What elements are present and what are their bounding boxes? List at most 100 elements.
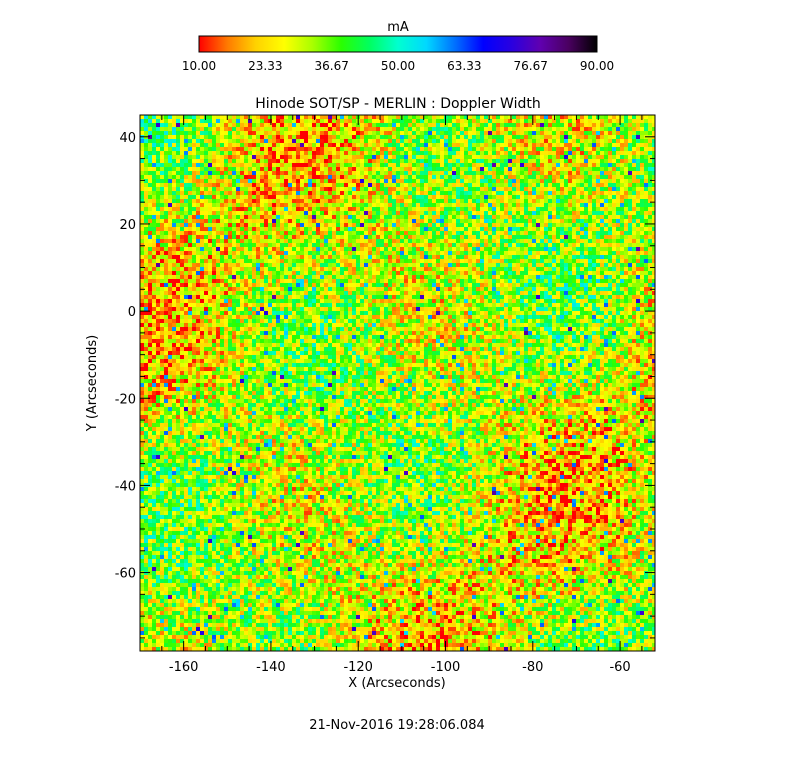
heatmap-cell <box>452 171 456 175</box>
heatmap-cell <box>440 267 444 271</box>
heatmap-cell <box>436 219 440 223</box>
heatmap-cell <box>192 179 196 183</box>
heatmap-cell <box>636 215 640 219</box>
heatmap-cell <box>324 175 328 179</box>
heatmap-cell <box>308 135 312 139</box>
heatmap-cell <box>596 159 600 163</box>
heatmap-cell <box>436 163 440 167</box>
heatmap-cell <box>580 167 584 171</box>
heatmap-cell <box>152 231 156 235</box>
heatmap-cell <box>348 239 352 243</box>
heatmap-cell <box>312 147 316 151</box>
heatmap-cell <box>548 135 552 139</box>
heatmap-cell <box>348 267 352 271</box>
heatmap-cell <box>200 187 204 191</box>
heatmap-cell <box>400 211 404 215</box>
heatmap-cell <box>336 239 340 243</box>
heatmap-cell <box>588 231 592 235</box>
heatmap-cell <box>424 135 428 139</box>
heatmap-cell <box>268 127 272 131</box>
heatmap-cell <box>212 219 216 223</box>
heatmap-cell <box>172 231 176 235</box>
heatmap-cell <box>220 211 224 215</box>
heatmap-cell <box>516 175 520 179</box>
heatmap-cell <box>336 223 340 227</box>
heatmap-cell <box>608 259 612 263</box>
heatmap-cell <box>636 207 640 211</box>
heatmap-cell <box>576 175 580 179</box>
heatmap-cell <box>400 235 404 239</box>
heatmap-cell <box>248 151 252 155</box>
heatmap-cell <box>332 179 336 183</box>
heatmap-cell <box>424 243 428 247</box>
heatmap-cell <box>404 267 408 271</box>
heatmap-cell <box>324 263 328 267</box>
heatmap-cell <box>496 159 500 163</box>
heatmap-cell <box>588 247 592 251</box>
heatmap-cell <box>496 179 500 183</box>
heatmap-cell <box>596 171 600 175</box>
heatmap-cell <box>612 243 616 247</box>
heatmap-cell <box>208 163 212 167</box>
heatmap-cell <box>604 235 608 239</box>
heatmap-cell <box>296 163 300 167</box>
heatmap-cell <box>212 195 216 199</box>
heatmap-cell <box>364 263 368 267</box>
heatmap-cell <box>156 147 160 151</box>
heatmap-cell <box>600 203 604 207</box>
heatmap-cell <box>548 255 552 259</box>
heatmap-cell <box>636 239 640 243</box>
heatmap-cell <box>156 139 160 143</box>
heatmap-cell <box>544 159 548 163</box>
heatmap-cell <box>616 239 620 243</box>
heatmap-cell <box>392 127 396 131</box>
heatmap-cell <box>640 255 644 259</box>
heatmap-cell <box>204 203 208 207</box>
heatmap-cell <box>140 215 144 219</box>
heatmap-cell <box>148 267 152 271</box>
heatmap-cell <box>484 211 488 215</box>
heatmap-cell <box>484 195 488 199</box>
heatmap-cell <box>460 187 464 191</box>
heatmap-cell <box>444 255 448 259</box>
heatmap-cell <box>632 171 636 175</box>
heatmap-cell <box>404 211 408 215</box>
heatmap-cell <box>348 251 352 255</box>
heatmap-cell <box>232 227 236 231</box>
heatmap-cell <box>300 239 304 243</box>
heatmap-cell <box>220 219 224 223</box>
heatmap-cell <box>224 159 228 163</box>
heatmap-cell <box>388 219 392 223</box>
heatmap-cell <box>332 255 336 259</box>
heatmap-cell <box>192 231 196 235</box>
heatmap-cell <box>620 191 624 195</box>
heatmap-cell <box>260 179 264 183</box>
heatmap-cell <box>192 255 196 259</box>
heatmap-cell <box>456 119 460 123</box>
heatmap-cell <box>208 115 212 119</box>
heatmap-cell <box>256 207 260 211</box>
heatmap-cell <box>524 215 528 219</box>
heatmap-cell <box>544 139 548 143</box>
heatmap-cell <box>416 191 420 195</box>
heatmap-cell <box>408 139 412 143</box>
heatmap-cell <box>340 135 344 139</box>
heatmap-cell <box>176 123 180 127</box>
heatmap-cell <box>260 263 264 267</box>
heatmap-cell <box>472 123 476 127</box>
heatmap-cell <box>164 259 168 263</box>
heatmap-cell <box>220 231 224 235</box>
heatmap-cell <box>248 251 252 255</box>
heatmap-cell <box>252 203 256 207</box>
heatmap-cell <box>460 203 464 207</box>
heatmap-cell <box>172 203 176 207</box>
heatmap-cell <box>432 247 436 251</box>
heatmap-cell <box>168 239 172 243</box>
heatmap-cell <box>468 159 472 163</box>
heatmap-cell <box>140 127 144 131</box>
heatmap-cell <box>524 127 528 131</box>
heatmap-cell <box>516 139 520 143</box>
heatmap-cell <box>388 203 392 207</box>
heatmap-cell <box>576 159 580 163</box>
heatmap-cell <box>556 147 560 151</box>
